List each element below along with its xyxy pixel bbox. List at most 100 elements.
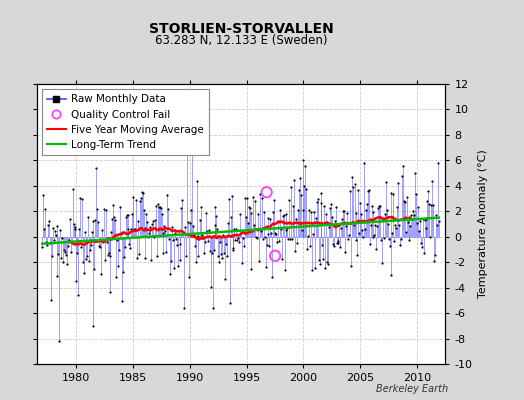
Point (195, 236, 204, 242)
Point (434, 160, 442, 167)
Point (385, 236, 393, 242)
Point (366, 222, 375, 228)
Point (339, 208, 347, 214)
Point (330, 243, 338, 249)
Point (348, 184, 357, 190)
Point (318, 242, 326, 248)
Point (171, 230, 179, 237)
Point (210, 222, 219, 228)
Point (298, 206, 307, 213)
Point (271, 253, 279, 259)
Point (143, 219, 151, 225)
Point (331, 218, 339, 224)
Point (191, 258, 200, 265)
Point (332, 240, 341, 246)
Point (422, 215, 431, 222)
Point (350, 222, 358, 228)
Point (391, 222, 399, 228)
Point (142, 211, 150, 217)
Text: 63.283 N, 12.133 E (Sweden): 63.283 N, 12.133 E (Sweden) (155, 34, 328, 47)
Point (322, 211, 331, 217)
Point (423, 198, 432, 204)
Point (412, 191, 420, 197)
Point (333, 240, 342, 246)
Point (316, 199, 325, 206)
Point (225, 300, 234, 306)
Point (78, 196, 86, 203)
Point (39, 191, 48, 198)
Point (374, 204, 383, 211)
Point (99, 238, 107, 245)
Point (416, 218, 424, 224)
Point (260, 234, 269, 240)
Point (110, 214, 118, 220)
Point (250, 221, 258, 228)
Point (205, 227, 213, 233)
Point (243, 194, 251, 201)
Point (425, 201, 433, 208)
Point (291, 248, 299, 254)
Point (277, 226, 285, 232)
Point (334, 238, 343, 244)
Point (185, 274, 193, 280)
Point (85, 247, 94, 254)
Point (89, 323, 97, 329)
Point (409, 208, 418, 214)
Legend: Raw Monthly Data, Quality Control Fail, Five Year Moving Average, Long-Term Tren: Raw Monthly Data, Quality Control Fail, … (42, 89, 209, 155)
Point (203, 228, 211, 235)
Point (312, 199, 321, 205)
Point (399, 162, 407, 169)
Point (375, 203, 384, 209)
Point (259, 209, 268, 216)
Point (101, 257, 109, 263)
Point (414, 204, 422, 210)
Point (309, 230, 317, 237)
Point (300, 183, 309, 189)
Point (130, 226, 138, 232)
Point (138, 190, 147, 196)
Point (86, 242, 95, 248)
Point (96, 244, 104, 250)
Point (325, 224, 333, 230)
Point (320, 202, 329, 209)
Point (246, 210, 255, 216)
Point (52, 273, 61, 279)
Point (373, 223, 381, 230)
Point (247, 266, 256, 273)
Point (100, 206, 108, 212)
Point (233, 236, 242, 243)
Point (114, 263, 122, 270)
Point (371, 222, 379, 228)
Point (70, 224, 79, 230)
Point (355, 230, 364, 236)
Point (362, 207, 370, 214)
Point (400, 199, 409, 205)
Point (149, 218, 157, 224)
Point (189, 223, 197, 230)
Point (49, 225, 57, 232)
Point (62, 252, 70, 258)
Point (182, 252, 190, 259)
Point (58, 235, 67, 242)
Point (60, 247, 68, 253)
Point (50, 237, 58, 244)
Point (136, 198, 144, 204)
Point (230, 226, 238, 232)
Point (222, 241, 230, 247)
Point (147, 257, 155, 263)
Point (329, 240, 337, 247)
Point (405, 213, 413, 220)
Point (341, 249, 350, 255)
Point (308, 266, 316, 273)
Point (55, 338, 63, 344)
Point (123, 212, 131, 218)
Point (284, 236, 292, 242)
Point (226, 214, 235, 220)
Point (73, 250, 82, 256)
Point (125, 240, 134, 247)
Point (395, 222, 403, 228)
Point (90, 266, 99, 272)
Point (411, 170, 419, 176)
Point (293, 240, 301, 246)
Point (155, 204, 163, 210)
